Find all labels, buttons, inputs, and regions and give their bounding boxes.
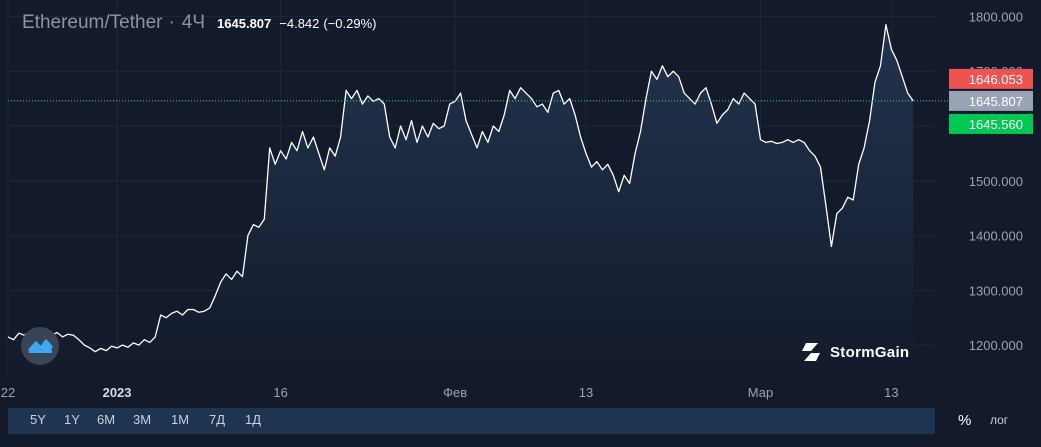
log-scale-toggle[interactable]: лог	[990, 413, 1009, 427]
last-price-label-text: 1645.807	[969, 94, 1023, 109]
range-toolbar	[8, 408, 935, 434]
range-button-1m[interactable]: 1M	[171, 412, 190, 427]
last-price-label-box	[949, 90, 1033, 111]
last-price-value: 1645.807	[217, 16, 272, 31]
price-area	[8, 24, 914, 378]
y-tick-label: 1500.000	[969, 174, 1023, 189]
ask-price-label-text: 1646.053	[969, 72, 1023, 87]
range-button-1d[interactable]: 1Д	[245, 412, 262, 427]
stormgain-bolt-icon	[802, 343, 820, 361]
x-tick-label: 16	[273, 385, 287, 400]
bid-price-label-box	[949, 113, 1033, 134]
price-change-percent: (−0.29%)	[323, 16, 377, 31]
x-tick-label: Фев	[443, 385, 467, 400]
y-tick-label: 1800.000	[969, 9, 1023, 24]
x-tick-label: 13	[884, 385, 898, 400]
chart-header: Ethereum/Tether · 4Ч 1645.807 −4.842 (−0…	[22, 12, 377, 34]
ask-price-label-box	[949, 68, 1033, 89]
range-button-7d[interactable]: 7Д	[209, 412, 226, 427]
y-tick-label: 1400.000	[969, 229, 1023, 244]
x-tick-label: Мар	[748, 385, 773, 400]
price-line	[7, 24, 914, 353]
range-button-3m[interactable]: 3M	[133, 412, 152, 427]
percent-scale-toggle[interactable]: %	[958, 412, 972, 429]
range-button-6m[interactable]: 6M	[97, 412, 116, 427]
bid-price-label-text: 1645.560	[969, 117, 1023, 132]
chart-logo-icon[interactable]	[21, 327, 59, 365]
symbol-title[interactable]: Ethereum/Tether	[22, 12, 163, 33]
price-change-value: −4.842	[279, 16, 320, 31]
x-tick-label: 2023	[103, 385, 132, 400]
y-tick-label: 1200.000	[969, 338, 1023, 353]
range-button-1y[interactable]: 1Y	[64, 412, 80, 427]
y-tick-label: 1300.000	[969, 283, 1023, 298]
range-button-5y[interactable]: 5Y	[30, 412, 46, 427]
brand-logo: StormGain	[800, 342, 909, 362]
timeframe-label[interactable]: 4Ч	[181, 12, 206, 33]
header-separator: ·	[168, 12, 175, 33]
brand-name: StormGain	[830, 343, 910, 361]
x-tick-label: 13	[579, 385, 593, 400]
x-tick-label: 22	[1, 385, 15, 400]
